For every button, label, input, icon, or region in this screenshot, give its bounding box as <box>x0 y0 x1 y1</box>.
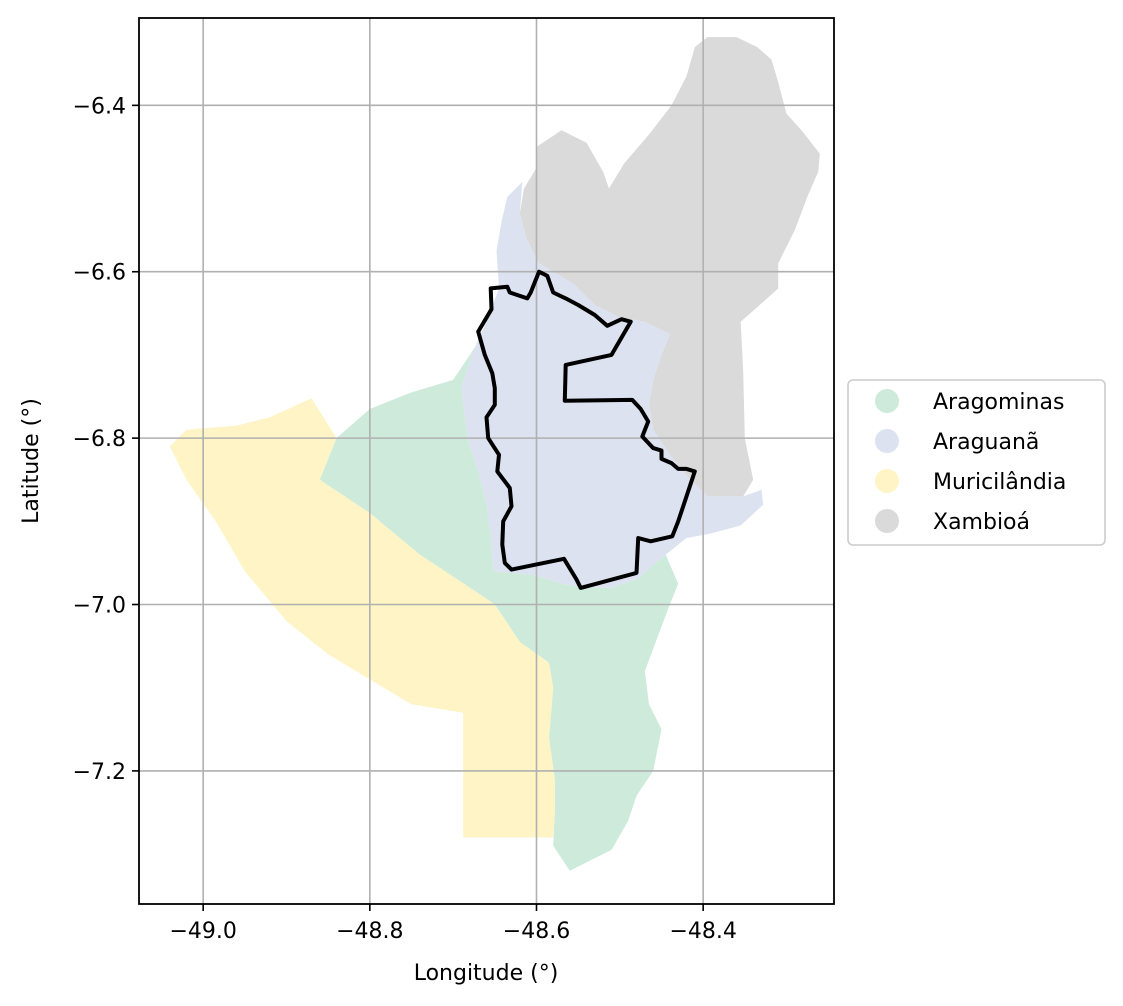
region-xambioa <box>519 37 820 497</box>
x-tick-label-0: −49.0 <box>169 919 236 944</box>
legend-label-muricilandia: Muricilândia <box>933 470 1066 495</box>
x-tick-label-2: −48.6 <box>503 919 570 944</box>
region-aragominas <box>319 344 679 871</box>
y-tick-label-1: −6.6 <box>73 261 126 286</box>
x-axis-ticks: −49.0 −48.8 −48.6 −48.4 <box>169 904 737 944</box>
x-axis-label: Longitude (°) <box>414 961 559 986</box>
x-tick-label-1: −48.8 <box>336 919 403 944</box>
y-tick-label-0: −6.4 <box>73 94 126 119</box>
legend-label-aragominas: Aragominas <box>933 390 1064 415</box>
legend-label-araguana: Araguanã <box>933 430 1039 455</box>
y-axis-label: Latitude (°) <box>19 398 44 524</box>
region-muricilandia <box>169 398 555 838</box>
y-axis-ticks: −6.4 −6.6 −6.8 −7.0 −7.2 <box>73 94 139 785</box>
plot-frame <box>138 17 835 905</box>
study-boundary <box>476 269 697 590</box>
y-tick-label-4: −7.2 <box>73 760 126 785</box>
x-tick-label-3: −48.4 <box>669 919 736 944</box>
outline-layer <box>476 269 697 590</box>
y-tick-label-3: −7.0 <box>73 594 126 619</box>
legend: Aragominas Araguanã Muricilândia Xambioá <box>847 379 1106 546</box>
legend-label-xambioa: Xambioá <box>933 510 1030 535</box>
regions-layer <box>169 37 820 871</box>
legend-marker-xambioa <box>875 509 899 533</box>
y-tick-label-2: −6.8 <box>73 427 126 452</box>
legend-marker-aragominas <box>875 389 899 413</box>
legend-marker-araguana <box>875 429 899 453</box>
legend-marker-muricilandia <box>875 469 899 493</box>
legend-frame <box>847 379 1106 546</box>
